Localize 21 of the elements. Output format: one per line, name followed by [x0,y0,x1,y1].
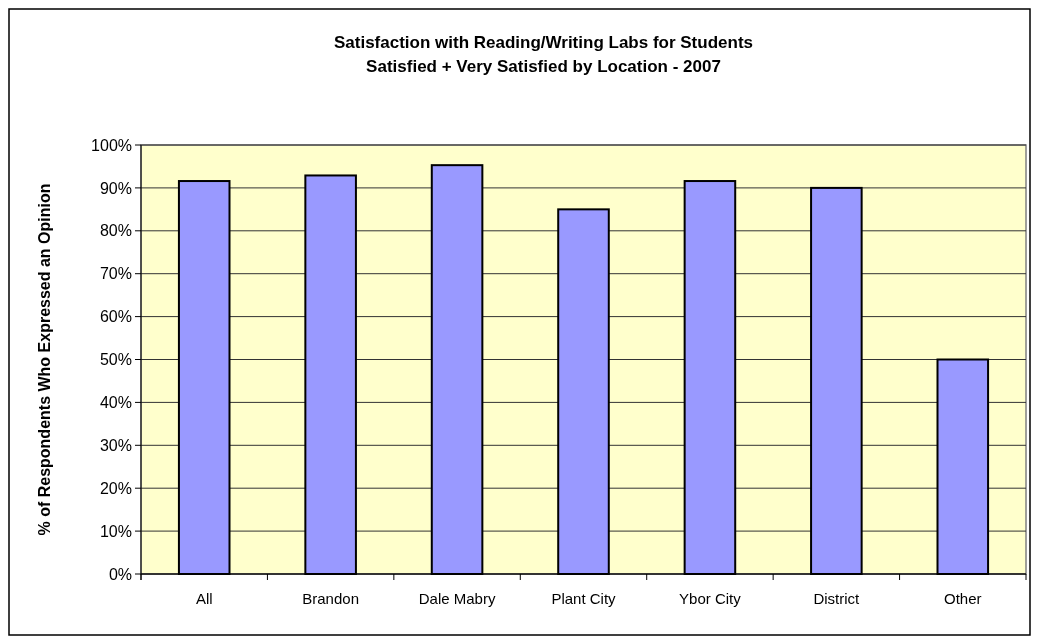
y-tick-label: 40% [99,394,132,411]
y-tick-label: 80% [99,222,132,240]
y-tick-label: 0% [108,565,132,583]
x-tick-label: Brandon [302,590,359,607]
y-tick-label: 60% [99,308,132,326]
y-axis-title: % of Respondents Who Expressed an Opinion [36,183,53,536]
x-tick-label: Dale Mabry [418,590,496,607]
x-tick-label: Ybor City [679,590,742,607]
y-tick-label: 70% [99,265,132,283]
x-tick-label: District [813,590,861,607]
x-tick-label: Other [944,590,982,607]
chart-title: Satisfaction with Reading/Writing Labs for Students [333,33,754,52]
y-tick-label: 50% [99,351,132,369]
y-tick-label: 90% [99,179,132,197]
x-tick-label: Plant City [551,590,617,607]
y-tick-label: 20% [99,479,132,497]
y-tick-label: 10% [99,522,132,540]
x-tick-label: All [195,590,213,607]
chart-subtitle: Satisfied + Very Satisfied by Location - 2007 [366,57,721,76]
y-tick-label: 100% [91,136,132,154]
y-tick-label: 30% [99,436,132,454]
